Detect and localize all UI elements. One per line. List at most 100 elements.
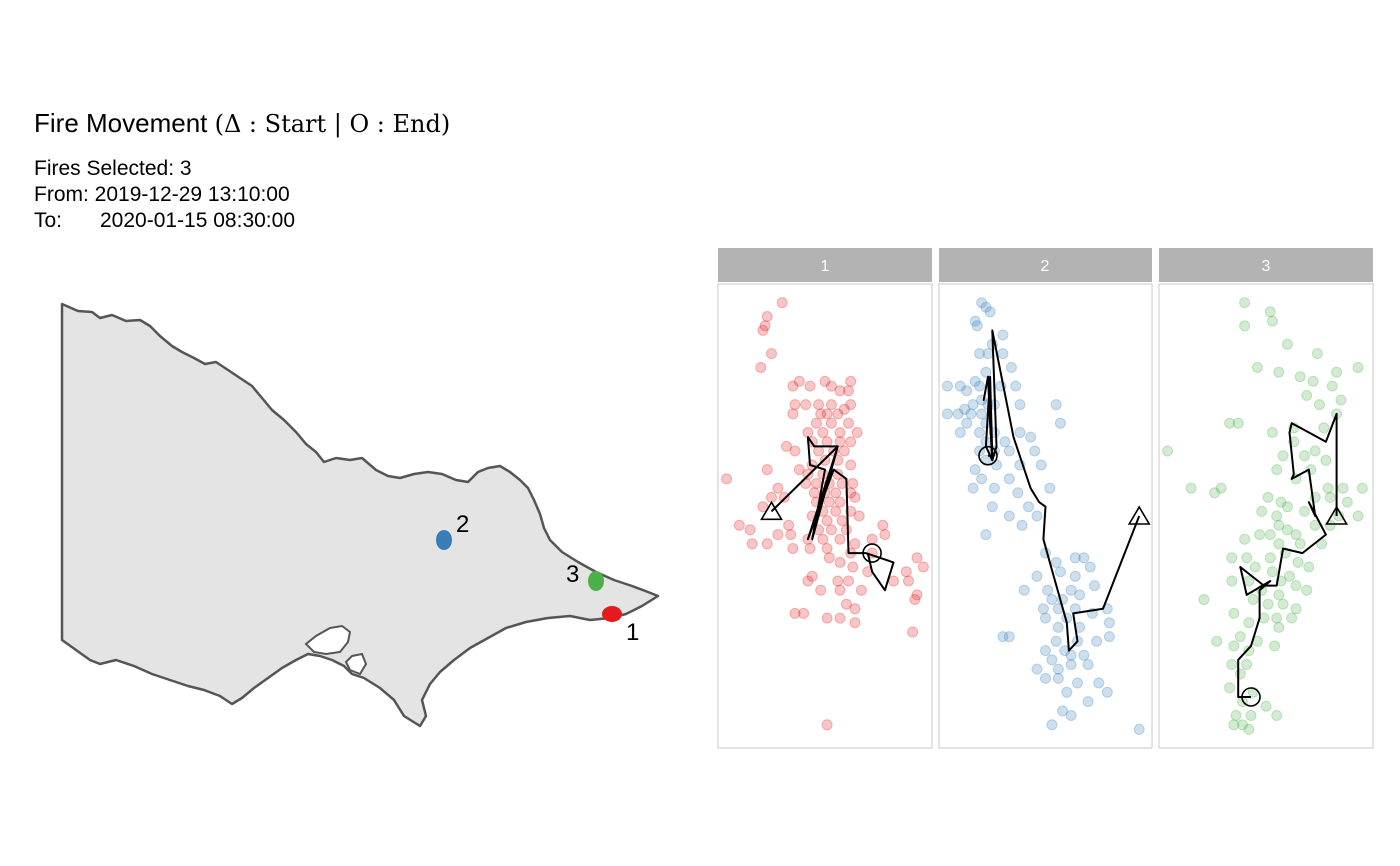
fire-1-hotspot-point: [804, 543, 816, 554]
fire-3-hotspot-point: [1294, 538, 1306, 550]
fire-1-hotspot-point: [808, 487, 820, 499]
fire-3-hotspot-point: [1271, 612, 1283, 624]
fire-2-hotspot-point: [1065, 649, 1077, 661]
fire-2-hotspot-point: [1042, 584, 1054, 596]
to-value: 2020-01-15 08:30:00: [100, 209, 295, 232]
fire-1-hotspot-point: [759, 320, 771, 332]
fire-1-hotspot-point: [834, 556, 846, 568]
fire-3-hotspot-point: [1281, 338, 1293, 350]
fire-3-hotspot-point: [1215, 482, 1227, 494]
fire-3-hotspot-point: [1309, 445, 1321, 457]
fire-1-hotspot-point: [849, 617, 861, 629]
fire-2-hotspot-point: [1031, 510, 1043, 522]
fire-3-hotspot-point: [1281, 524, 1293, 536]
fire-3-hotspot-point: [1264, 306, 1276, 318]
fire-3-hotspot-point: [1228, 607, 1240, 619]
fire-1-hotspot-point: [825, 417, 837, 429]
fire-3-hotspot-point: [1260, 700, 1272, 712]
fire-3-hotspot-point: [1277, 450, 1289, 462]
facet-strip-label-2: 2: [1041, 258, 1050, 275]
fire-1-hotspot-point: [834, 496, 846, 508]
fire-1-hotspot-point: [821, 408, 833, 420]
fire-1-hotspot-point: [798, 607, 810, 619]
fire-1-hotspot-point: [851, 427, 863, 438]
fire-1-hotspot-point: [849, 603, 861, 615]
fire-1-hotspot-point: [840, 524, 852, 536]
fire-1-hotspot-point: [832, 575, 844, 587]
fire-marker-2[interactable]: [436, 530, 452, 550]
fire-2-hotspot-point: [997, 631, 1009, 643]
fire-2-hotspot-point: [959, 403, 971, 415]
fire-2-hotspot-point: [1003, 510, 1015, 522]
fire-3-hotspot-point: [1228, 719, 1240, 731]
fire-3-hotspot-point: [1322, 482, 1334, 494]
fire-2-hotspot-point: [1046, 654, 1058, 666]
fire-2-hotspot-point: [1084, 561, 1096, 573]
fire-2-hotspot-point: [1014, 399, 1026, 411]
fire-1-hotspot-point: [843, 385, 854, 397]
fire-1-hotspot-point: [766, 348, 777, 360]
fire-1-hotspot-point: [825, 380, 837, 392]
fire-1-hotspot-point: [821, 719, 833, 731]
fire-2-start-marker: [1127, 505, 1151, 525]
fire-marker-3[interactable]: [588, 571, 604, 591]
facet-strip-2: [939, 248, 1152, 282]
fire-2-hotspot-point: [1031, 570, 1043, 582]
fire-3-hotspot-point: [1239, 297, 1251, 309]
fire-2-hotspot-point: [967, 399, 979, 411]
fire-1-hotspot-point: [757, 501, 769, 513]
fire-1-hotspot-point: [785, 529, 797, 541]
facet-data-3: [1162, 297, 1368, 735]
fire-2-hotspot-point: [1040, 612, 1051, 624]
fire-3-hotspot-point: [1324, 519, 1336, 531]
fire-3-hotspot-point: [1266, 566, 1278, 578]
fire-1-hotspot-point: [911, 552, 923, 564]
to-label: To:: [34, 209, 63, 232]
fire-2-hotspot-point: [1057, 705, 1068, 717]
facet-panel-3: 3: [1158, 248, 1374, 749]
fire-1-hotspot-point: [793, 464, 805, 476]
fire-3-hotspot-point: [1286, 612, 1298, 624]
fire-marker-1[interactable]: [602, 606, 622, 622]
fire-3-hotspot-point: [1273, 538, 1285, 550]
fire-3-hotspot-point: [1239, 533, 1251, 545]
fire-2-hotspot-point: [954, 427, 966, 438]
fire-1-hotspot-point: [819, 375, 831, 387]
fire-3-hotspot-point: [1271, 510, 1283, 522]
fire-1-hotspot-point: [877, 519, 889, 531]
fire-2-hotspot-point: [1018, 584, 1030, 596]
fire-2-hotspot-point: [969, 315, 981, 327]
facet-data-1: [721, 297, 929, 731]
fire-3-hotspot-point: [1311, 348, 1323, 360]
fire-2-hotspot-point: [1093, 677, 1105, 689]
fire-1-hotspot-point: [793, 375, 805, 387]
fire-1-hotspot-point: [836, 515, 848, 527]
fire-3-hotspot-point: [1262, 598, 1274, 610]
fire-1-hotspot-point: [845, 436, 857, 448]
fire-1-hotspot-point: [761, 311, 773, 322]
fire-1-hotspot-point: [746, 538, 758, 550]
fire-3-hotspot-point: [1318, 422, 1330, 434]
fire-2-hotspot-point: [1040, 672, 1051, 684]
fire-2-hotspot-point: [1052, 621, 1064, 633]
fire-1-hotspot-point: [834, 533, 846, 545]
fire-2-hotspot-point: [1005, 362, 1017, 373]
fire-1-hotspot-point: [817, 533, 829, 545]
fire-2-hotspot-point: [974, 380, 985, 392]
fire-3-hotspot-point: [1243, 617, 1255, 629]
fire-2-hotspot-point: [976, 473, 988, 485]
fire-2-hotspot-point: [954, 380, 966, 392]
fire-1-hotspot-point: [834, 612, 846, 624]
fire-3-hotspot-point: [1243, 645, 1255, 657]
fire-1-hotspot-point: [757, 324, 769, 336]
fire-1-hotspot-point: [843, 417, 854, 429]
fire-1-hotspot-point: [834, 584, 846, 596]
fire-3-hotspot-point: [1352, 362, 1364, 373]
fire-1-hotspot-point: [907, 626, 919, 638]
fire-2-hotspot-point: [1054, 566, 1066, 578]
fire-2-hotspot-point: [1014, 427, 1026, 438]
fire-1-hotspot-point: [834, 385, 846, 397]
fire-1-hotspot-point: [789, 607, 801, 619]
fire-2-hotspot-point: [1035, 459, 1047, 471]
